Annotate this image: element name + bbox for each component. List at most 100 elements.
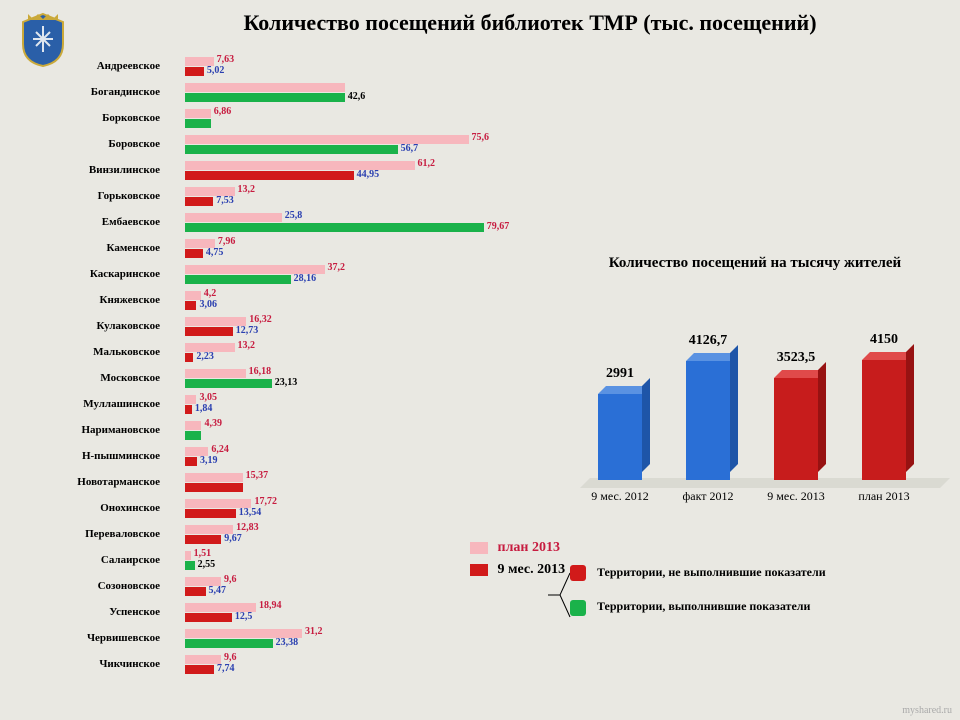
column-chart: 29919 мес. 20124126,7факт 20123523,59 ме… [580, 310, 930, 510]
column-side-face [906, 344, 914, 472]
bar-actual [185, 249, 203, 258]
bar-actual-value: 28,16 [294, 273, 317, 284]
bar-actual [185, 171, 354, 180]
legend-plan: план 2013 [470, 540, 565, 556]
bar-actual [185, 561, 195, 570]
bar-row: Княжевское4,23,06 [60, 289, 480, 315]
bar-category-label: Богандинское [40, 86, 160, 98]
bar-plan [185, 551, 191, 560]
bar-actual [185, 145, 398, 154]
bar-row: Созоновское9,65,47 [60, 575, 480, 601]
column-label: факт 2012 [668, 489, 748, 504]
bar-actual [185, 119, 211, 128]
bar-plan [185, 135, 469, 144]
watermark: myshared.ru [902, 705, 952, 716]
legend-actual-swatch [470, 564, 488, 576]
bar-actual [185, 665, 214, 674]
bar-row: Борковское6,86 [60, 107, 480, 133]
bar-actual-value: 42,6 [348, 91, 366, 102]
bar-actual [185, 457, 197, 466]
bar-actual-value: 7,74 [217, 663, 235, 674]
bar-actual-value: 79,67 [487, 221, 510, 232]
bar-plan [185, 109, 211, 118]
bar-actual [185, 587, 206, 596]
bar-actual-value: 3,19 [200, 455, 218, 466]
column-side-face [730, 345, 738, 472]
column-label: план 2013 [844, 489, 924, 504]
bar-row: Успенское18,9412,5 [60, 601, 480, 627]
bar-row: Андреевское7,635,02 [60, 55, 480, 81]
bar-plan [185, 161, 415, 170]
bar-actual [185, 509, 236, 518]
bar-category-label: Чикчинское [40, 658, 160, 670]
bar-category-label: Успенское [40, 606, 160, 618]
bar-actual-value: 2,55 [198, 559, 216, 570]
bar-row: Онохинское17,7213,54 [60, 497, 480, 523]
bar-plan-value: 9,6 [224, 574, 237, 585]
bar-row: Переваловское12,839,67 [60, 523, 480, 549]
bar-plan-value: 1,51 [194, 548, 212, 559]
bar-actual [185, 223, 484, 232]
bar-plan-value: 6,86 [214, 106, 232, 117]
bar-row: Новотарманское15,37 [60, 471, 480, 497]
bar-actual [185, 327, 233, 336]
bar-row: Каскаринское37,228,16 [60, 263, 480, 289]
bar-category-label: Н-пышминское [40, 450, 160, 462]
bar-plan-value: 13,2 [238, 184, 256, 195]
bar-row: Наримановское4,39 [60, 419, 480, 445]
legend-red: Территории, не выполнившие показатели [570, 565, 826, 581]
bar-actual [185, 197, 213, 206]
bar-category-label: Каменское [40, 242, 160, 254]
bar-plan-value: 61,2 [418, 158, 436, 169]
bar-category-label: Муллашинское [40, 398, 160, 410]
bar-category-label: Каскаринское [40, 268, 160, 280]
bar-actual-value: 23,38 [276, 637, 299, 648]
column-side-face [642, 378, 650, 472]
column-bar [686, 361, 730, 480]
bar-plan-value: 7,96 [218, 236, 236, 247]
bar-category-label: Онохинское [40, 502, 160, 514]
bar-actual-value: 5,02 [207, 65, 225, 76]
bar-actual [185, 431, 201, 440]
bar-row: Чикчинское9,67,74 [60, 653, 480, 679]
bar-actual [185, 93, 345, 102]
bar-plan [185, 213, 282, 222]
bar-row: Муллашинское3,051,84 [60, 393, 480, 419]
bar-actual-value: 56,7 [401, 143, 419, 154]
bar-actual [185, 483, 243, 492]
bar-plan-value: 4,39 [204, 418, 222, 429]
bar-row: Кулаковское16,3212,73 [60, 315, 480, 341]
column-value: 3523,5 [756, 350, 836, 366]
bar-actual [185, 613, 232, 622]
column-label: 9 мес. 2013 [756, 489, 836, 504]
bar-plan-value: 17,72 [254, 496, 277, 507]
bar-actual [185, 353, 193, 362]
bar-row: Горьковское13,27,53 [60, 185, 480, 211]
bar-actual [185, 535, 221, 544]
legend-green: Территории, выполнившие показатели [570, 599, 826, 615]
bar-plan-value: 16,32 [249, 314, 272, 325]
horizontal-bar-chart: Андреевское7,635,02Богандинское42,6Борко… [60, 55, 480, 679]
legend-red-label: Территории, не выполнившие показатели [597, 565, 826, 579]
bar-row: Ембаевское25,879,67 [60, 211, 480, 237]
bar-actual [185, 379, 272, 388]
legend-plan-label: план 2013 [498, 540, 561, 555]
bar-category-label: Переваловское [40, 528, 160, 540]
legend-red-swatch [570, 565, 586, 581]
bar-row: Московское16,1823,13 [60, 367, 480, 393]
bar-actual-value: 12,73 [236, 325, 259, 336]
bar-actual [185, 275, 291, 284]
bar-plan [185, 83, 345, 92]
bar-plan-value: 18,94 [259, 600, 282, 611]
bar-plan [185, 291, 201, 300]
legend-green-label: Территории, выполнившие показатели [597, 599, 810, 613]
bar-row: Салаирское1,512,55 [60, 549, 480, 575]
bar-category-label: Созоновское [40, 580, 160, 592]
bar-category-label: Горьковское [40, 190, 160, 202]
column-label: 9 мес. 2012 [580, 489, 660, 504]
bar-actual-value: 9,67 [224, 533, 242, 544]
bar-actual-value: 4,75 [206, 247, 224, 258]
bar-plan [185, 421, 201, 430]
bar-actual-value: 2,23 [196, 351, 214, 362]
bar-row: Червишевское31,223,38 [60, 627, 480, 653]
